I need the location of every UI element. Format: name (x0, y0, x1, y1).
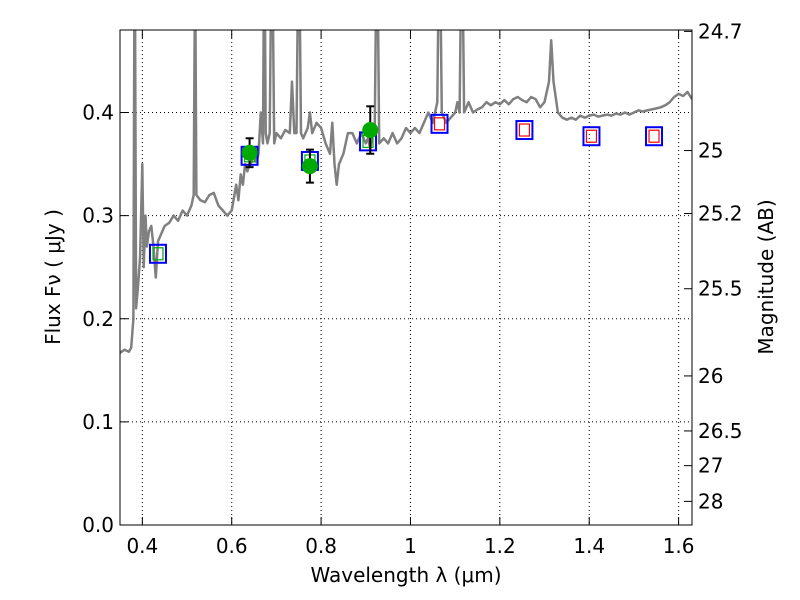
right-tick-label: 26.5 (698, 419, 743, 443)
observed-marker (362, 122, 379, 139)
y-axis-label: Flux Fν ( μJy ) (41, 209, 65, 345)
model-photometry-point (148, 243, 167, 264)
model-inner-box (152, 247, 164, 261)
x-tick-label: 1 (404, 534, 417, 558)
y-axis-right-label: Magnitude (AB) (754, 199, 778, 354)
model-photometry-point (515, 120, 534, 141)
observed-marker (301, 158, 318, 175)
x-axis-label: Wavelength λ (μm) (310, 563, 501, 587)
model-box (148, 243, 167, 264)
right-tick-label: 24.7 (698, 19, 743, 43)
model-photometry-point (582, 126, 601, 147)
ticks: 0.4 0.6 0.8 1 1.2 1.4 1.6 0.0 0.1 0.2 0.3 0.4 24.7 25… (82, 19, 742, 558)
x-tick-label: 0.6 (216, 534, 248, 558)
y-tick-label: 0.4 (82, 101, 114, 125)
model-box (515, 120, 534, 141)
x-tick-label: 1.6 (663, 534, 695, 558)
model-inner-box (518, 123, 531, 137)
x-tick-label: 0.8 (305, 534, 337, 558)
model-box (645, 126, 664, 147)
model-inner-box (585, 129, 598, 143)
observed-point (301, 148, 318, 184)
plot-frame (119, 29, 693, 526)
right-tick-label: 27 (698, 454, 723, 478)
model-inner-box (433, 117, 446, 131)
right-tick-label: 25.2 (698, 202, 743, 226)
right-tick-label: 26 (698, 364, 723, 388)
x-tick-label: 0.4 (126, 534, 158, 558)
right-tick-label: 25.5 (698, 277, 743, 301)
model-photometry-point (645, 126, 664, 147)
x-tick-label: 1.4 (573, 534, 605, 558)
model-box (582, 126, 601, 147)
model-inner-box (648, 129, 660, 143)
y-tick-label: 0.0 (82, 513, 114, 537)
model-box (430, 113, 449, 134)
y-tick-label: 0.3 (82, 204, 114, 228)
model-photometry-point (430, 113, 449, 134)
observed-point (362, 105, 379, 155)
markers (148, 105, 664, 264)
x-tick-label: 1.2 (484, 534, 516, 558)
y-tick-label: 0.1 (82, 410, 114, 434)
right-tick-label: 25 (698, 139, 723, 163)
observed-marker (241, 144, 258, 161)
right-tick-label: 28 (698, 489, 723, 513)
observed-point (241, 137, 258, 169)
y-tick-label: 0.2 (82, 307, 114, 331)
